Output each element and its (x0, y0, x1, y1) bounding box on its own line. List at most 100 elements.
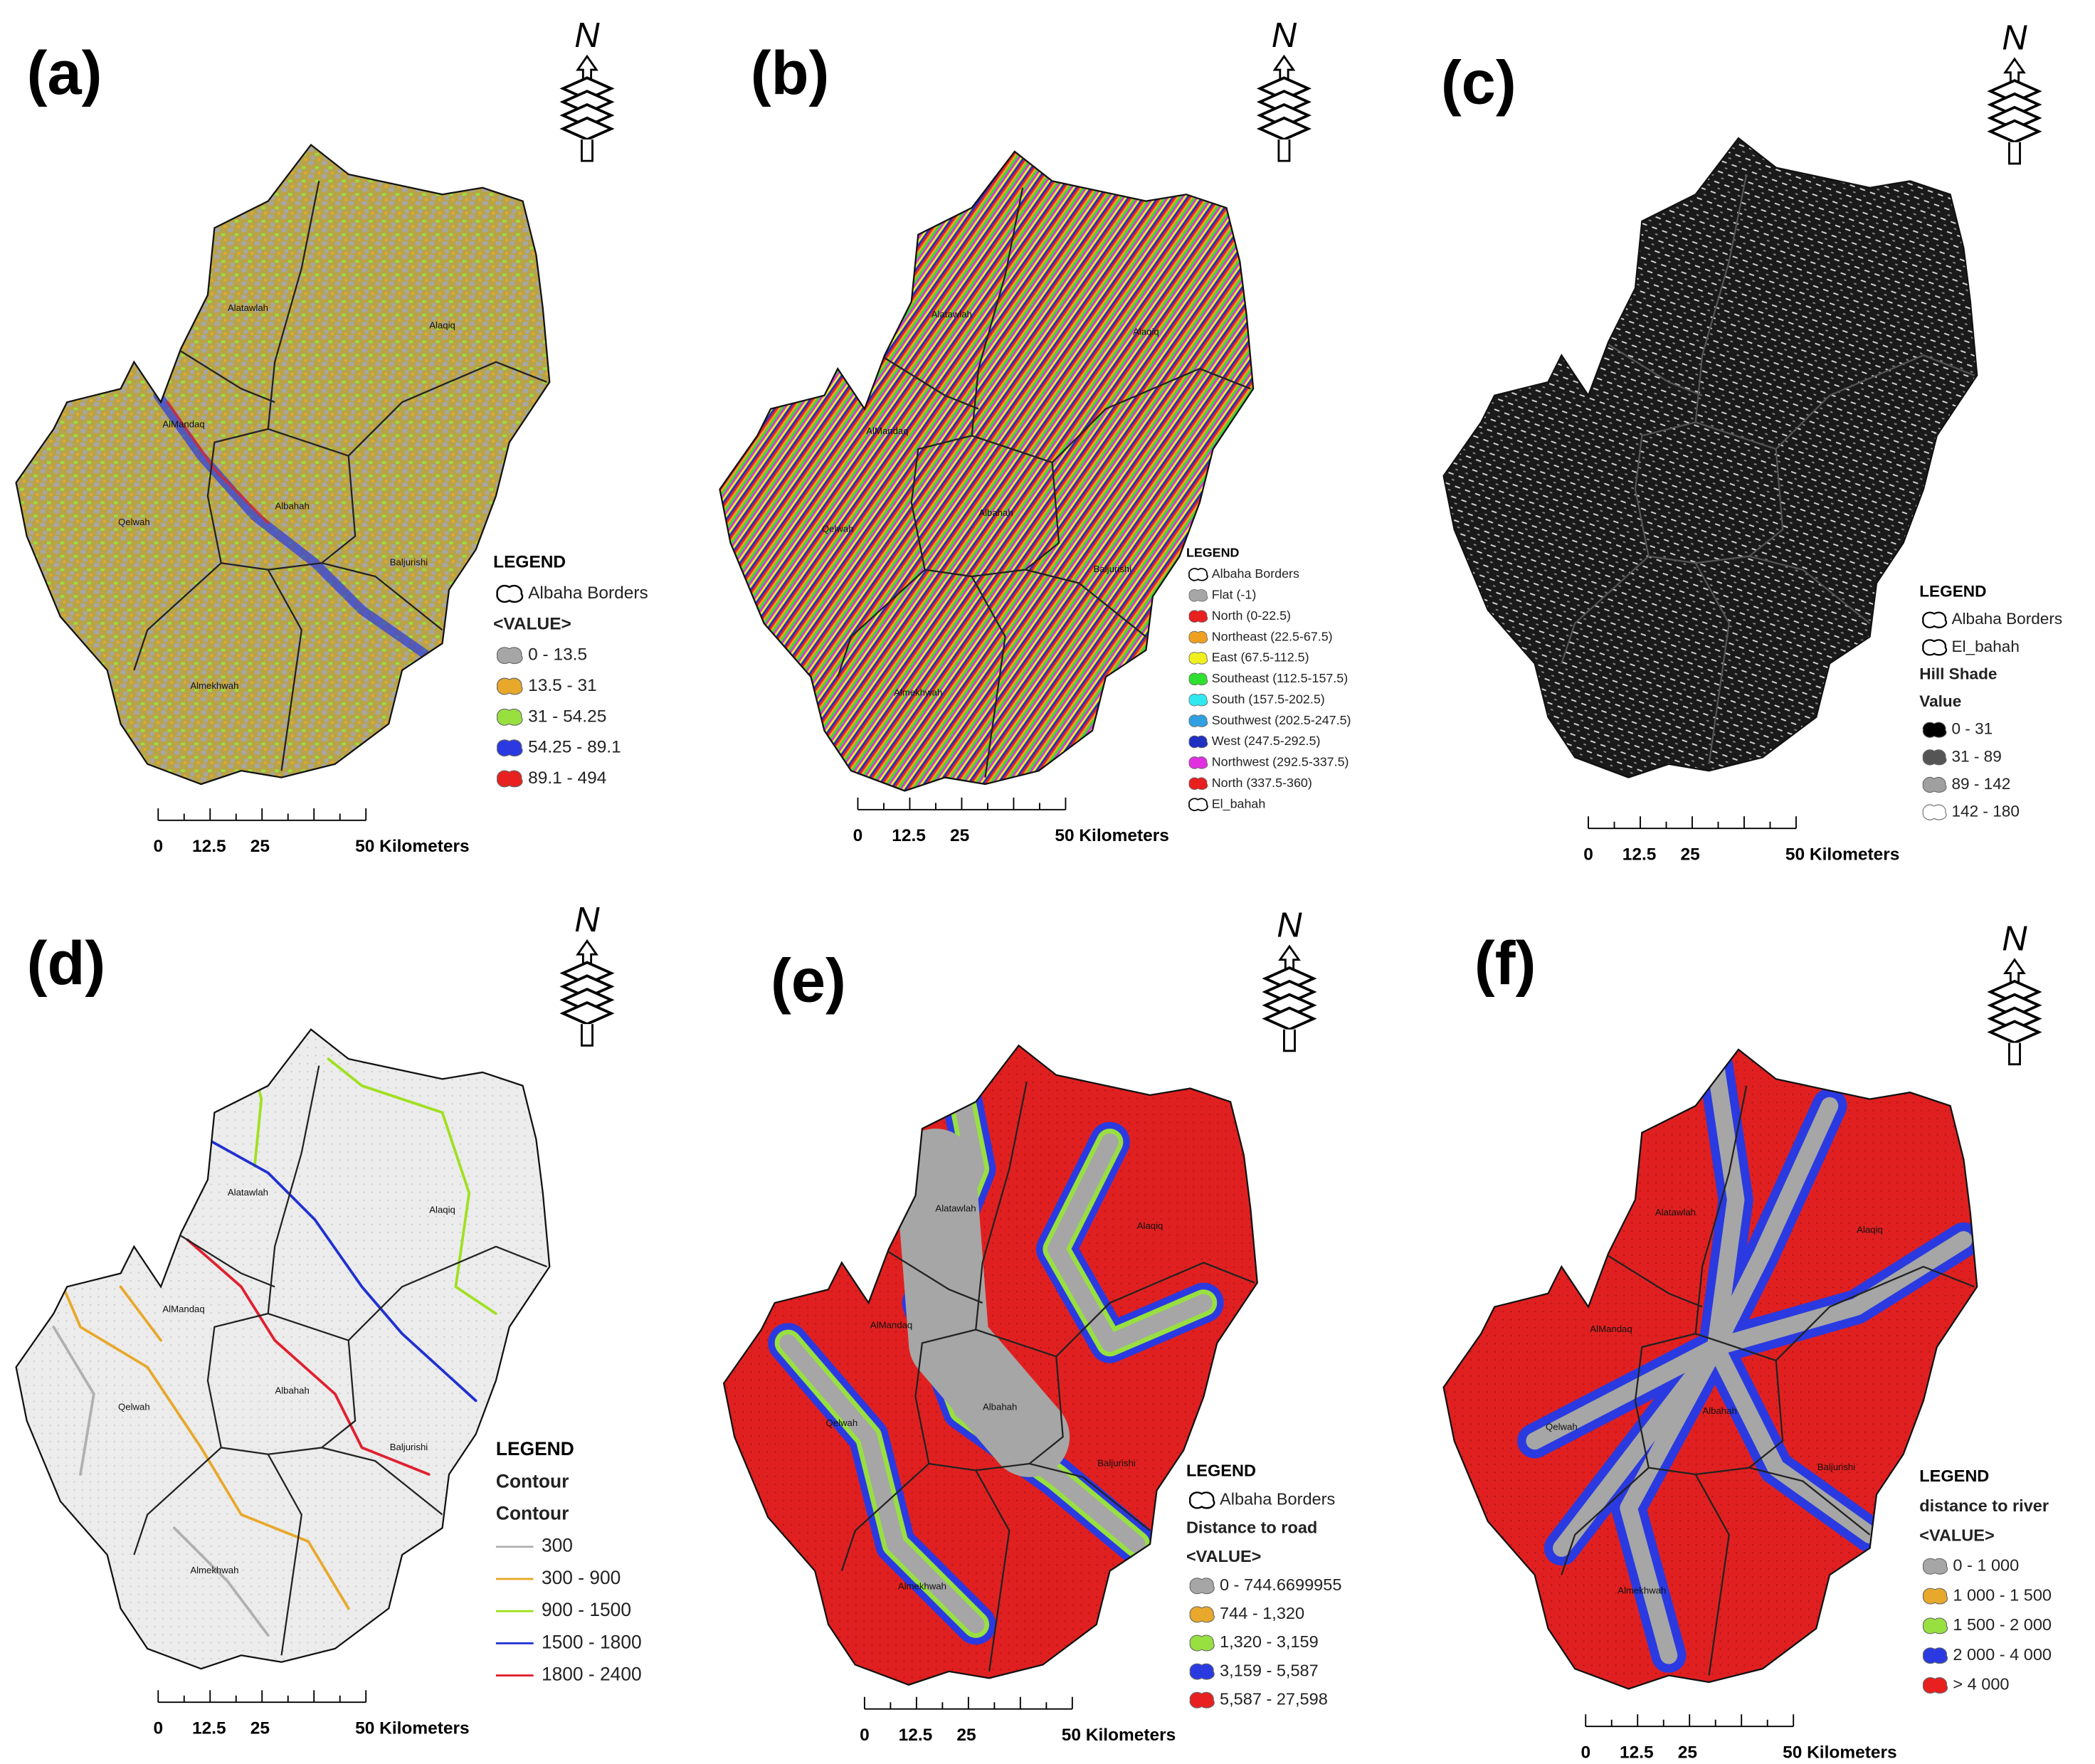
legend-swatch (497, 770, 523, 788)
district-border (267, 1454, 302, 1656)
north-letter: N (2002, 19, 2027, 58)
arrow-layer (559, 116, 615, 142)
scale-label: 12.5 (892, 826, 926, 845)
region-fill (16, 144, 550, 785)
legend-label: 1 000 - 1 500 (1953, 1585, 2052, 1604)
arrow-tail (581, 1024, 593, 1047)
district-border (180, 350, 275, 403)
district-name: Qelwah (822, 524, 854, 534)
raster-band (153, 391, 434, 662)
legend-label: 0 - 1 000 (1953, 1556, 2019, 1574)
north-letter: N (1277, 906, 1302, 944)
legend-label: <VALUE> (1919, 1526, 1995, 1545)
legend-swatch (497, 677, 523, 695)
legend-swatch (1188, 610, 1208, 623)
district-border (180, 1235, 275, 1288)
raster-band (52, 1325, 270, 1637)
district-name: Alaqiq (1137, 1220, 1163, 1231)
legend-label: El_bahah (1951, 638, 2019, 655)
district-name: Alatawlah (1655, 1207, 1696, 1218)
district-border (1029, 1462, 1151, 1532)
legend-swatch (1922, 1617, 1948, 1634)
arrow-layer (1256, 116, 1312, 142)
district-border (1694, 562, 1730, 764)
north-arrow (559, 939, 615, 1047)
scale-label: 12.5 (192, 837, 226, 856)
legend-label: <VALUE> (1186, 1547, 1262, 1565)
legend-label: Southeast (112.5-157.5) (1212, 671, 1348, 685)
district-border (929, 1329, 1064, 1472)
legend-swatch (1189, 1691, 1215, 1708)
legend-swatch (1189, 1634, 1215, 1652)
legend-title: LEGEND (493, 553, 566, 572)
scale-label: 12.5 (899, 1726, 933, 1745)
legend-label: 89.1 - 494 (528, 769, 606, 788)
raster-band (895, 1129, 1070, 1477)
district-border (1025, 569, 1147, 638)
legend-label: El_bahah (1212, 796, 1266, 811)
district-border (1561, 1467, 1650, 1575)
district-name: AlMandaq (866, 426, 908, 436)
legend-outline (1922, 611, 1948, 628)
scale-label: 50 Kilometers (1062, 1726, 1176, 1745)
arrow-layer (559, 1000, 615, 1026)
map-overlay (153, 391, 434, 662)
district-border (1561, 555, 1650, 664)
district-border (1608, 344, 1703, 396)
legend-swatch (1188, 693, 1208, 707)
scale-label: 50 Kilometers (355, 1718, 469, 1738)
district-border (221, 1312, 357, 1455)
north-arrow (1262, 944, 1317, 1052)
north-arrow (1987, 57, 2042, 165)
legend-title: LEGEND (496, 1438, 574, 1459)
scale-label: 12.5 (192, 1718, 226, 1738)
north-letter: N (2002, 919, 2027, 958)
district-border (267, 181, 320, 429)
arrow-layer (1987, 119, 2042, 144)
scale-label: 50 Kilometers (1055, 826, 1168, 845)
north-arrow (1987, 958, 2042, 1066)
district-border (133, 1447, 222, 1556)
district-name: Baljurishi (1817, 1462, 1856, 1472)
legend-title: LEGEND (1919, 1467, 1989, 1485)
district-name: Albahah (1702, 1405, 1736, 1416)
scale-label: 25 (250, 1718, 270, 1738)
district-name: Baljurishi (390, 557, 428, 568)
scale-label: 0 (860, 1726, 870, 1745)
legend-label: 0 - 744.6699955 (1220, 1575, 1341, 1594)
district-border (206, 1312, 268, 1448)
district-name: Qelwah (1546, 1422, 1578, 1432)
legend-label: Distance to road (1186, 1519, 1317, 1537)
legend-label: Northwest (292.5-337.5) (1212, 755, 1349, 769)
legend-label: 142 - 180 (1951, 803, 2019, 820)
legend-swatch (1188, 652, 1208, 665)
district-border (1648, 421, 1784, 564)
legend-title: LEGEND (1919, 583, 1986, 601)
district-border (884, 357, 979, 410)
district-name: Alatawlah (935, 1203, 976, 1214)
district-name: Alaqiq (1857, 1225, 1883, 1235)
map: Alatawlah Alaqiq AlMandaq Albahah Qelwah Balj… (1442, 1048, 1978, 1690)
legend-label: Northeast (22.5-67.5) (1212, 629, 1333, 643)
legend-title: LEGEND (1186, 1461, 1256, 1479)
scale-label: 0 (1583, 845, 1593, 864)
district-name: Qelwah (826, 1417, 858, 1428)
legend-swatch (1922, 1558, 1948, 1575)
north-arrow (559, 54, 615, 162)
north-letter: N (1272, 16, 1297, 55)
scale-label: 12.5 (1620, 1743, 1654, 1762)
district-border (267, 1065, 320, 1314)
district-name: Qelwah (118, 517, 150, 527)
arrow-tail (1277, 139, 1291, 162)
legend-swatch (1188, 714, 1208, 727)
district-border (221, 428, 357, 571)
district-name: Alaqiq (429, 319, 455, 330)
district-name: Alatawlah (932, 309, 972, 319)
legend-label: 300 - 900 (542, 1567, 621, 1588)
legend-label: <VALUE> (493, 614, 571, 633)
map: Alatawlah Alaqiq AlMandaq Albahah Qelwah Balj… (719, 150, 1255, 792)
legend-swatch (1189, 1578, 1215, 1595)
legend-label: 2 000 - 4 000 (1953, 1645, 2052, 1664)
legend-label: 744 - 1,320 (1220, 1604, 1304, 1622)
